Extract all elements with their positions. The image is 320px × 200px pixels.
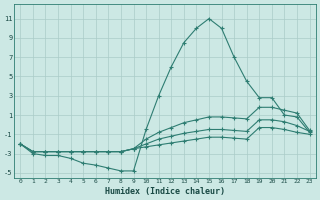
X-axis label: Humidex (Indice chaleur): Humidex (Indice chaleur) xyxy=(105,187,225,196)
